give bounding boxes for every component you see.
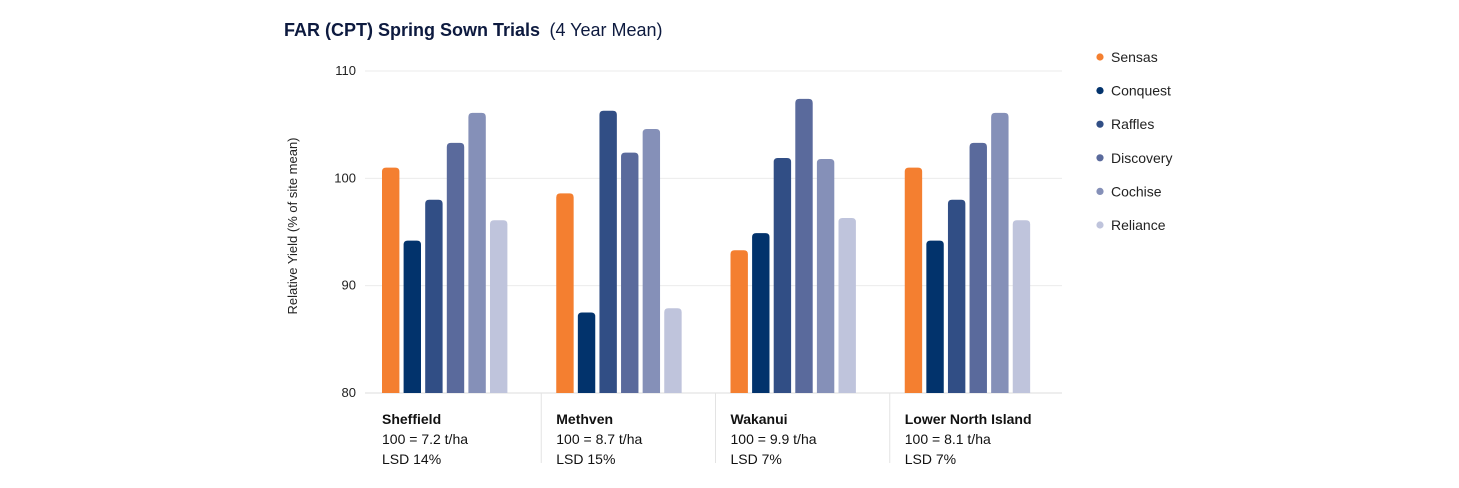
y-tick-label: 90 <box>342 278 356 293</box>
bar-discovery <box>621 152 639 393</box>
bar-reliance <box>664 308 682 393</box>
legend-dot-icon <box>1096 87 1104 95</box>
bar-conquest <box>926 240 944 393</box>
bar-discovery <box>795 98 813 393</box>
y-tick-label: 110 <box>335 63 356 78</box>
category-name: Wakanui <box>731 411 788 427</box>
bar-reliance <box>838 218 856 393</box>
legend: Sensas Conquest Raffles Discovery Cochise Rel… <box>1096 49 1172 233</box>
category-lsd: LSD 7% <box>731 451 782 467</box>
bar-group-sheffield <box>382 112 508 394</box>
y-axis-label: Relative Yield (% of site mean) <box>285 137 300 314</box>
legend-item: Conquest <box>1096 83 1171 99</box>
chart-title-main: FAR (CPT) Spring Sown Trials <box>284 20 540 40</box>
legend-dot-icon <box>1096 120 1104 128</box>
legend-label: Sensas <box>1111 49 1158 65</box>
y-axis-ticks: 80 90 100 110 <box>334 63 356 400</box>
chart-subtitle: (4 Year Mean) <box>549 20 662 40</box>
bar-sensas <box>730 250 748 393</box>
y-tick-label: 100 <box>334 170 356 185</box>
legend-dot-icon <box>1096 154 1104 162</box>
bar-sensas <box>556 193 574 393</box>
category-name: Lower North Island <box>905 411 1032 427</box>
bar-discovery <box>446 142 465 393</box>
legend-item: Sensas <box>1096 49 1158 65</box>
bar-discovery <box>969 142 987 393</box>
bar-conquest <box>403 240 421 393</box>
category-lsd: LSD 7% <box>905 451 956 467</box>
bar-raffles <box>599 110 617 394</box>
bar-reliance <box>1012 220 1031 393</box>
legend-item: Discovery <box>1096 150 1172 166</box>
bar-cochise <box>816 159 835 393</box>
legend-label: Reliance <box>1111 217 1166 233</box>
bar-cochise <box>642 128 661 393</box>
legend-item: Reliance <box>1096 217 1166 233</box>
category-lsd: LSD 15% <box>556 451 615 467</box>
category-base-yield: 100 = 7.2 t/ha <box>382 431 468 447</box>
bar-cochise <box>468 112 486 394</box>
legend-label: Discovery <box>1111 150 1172 166</box>
bar-conquest <box>752 233 770 393</box>
bar-raffles <box>773 157 792 393</box>
legend-dot-icon <box>1096 221 1104 229</box>
bar-group-wakanui <box>730 98 856 393</box>
legend-dot-icon <box>1096 53 1104 61</box>
legend-label: Raffles <box>1111 116 1154 132</box>
bar-sensas <box>382 167 400 393</box>
y-tick-label: 80 <box>342 385 356 400</box>
legend-item: Cochise <box>1096 183 1162 199</box>
bars <box>382 98 1031 394</box>
category-base-yield: 100 = 9.9 t/ha <box>731 431 817 447</box>
bar-raffles <box>947 199 966 393</box>
bar-conquest <box>577 312 596 393</box>
category-base-yield: 100 = 8.7 t/ha <box>556 431 642 447</box>
legend-item: Raffles <box>1096 116 1154 132</box>
category-name: Sheffield <box>382 411 441 427</box>
chart-title: FAR (CPT) Spring Sown Trials (4 Year Mea… <box>284 20 663 40</box>
bar-raffles <box>425 199 443 393</box>
bar-cochise <box>991 112 1009 394</box>
legend-dot-icon <box>1096 187 1104 195</box>
category-labels: Sheffield 100 = 7.2 t/ha LSD 14% Methven 100… <box>382 393 1032 467</box>
category-lsd: LSD 14% <box>382 451 441 467</box>
category-name: Methven <box>556 411 613 427</box>
bar-group-lower-north-island <box>904 112 1031 394</box>
category-base-yield: 100 = 8.1 t/ha <box>905 431 991 447</box>
bar-sensas <box>904 167 923 393</box>
bar-group-methven <box>556 110 682 394</box>
bar-reliance <box>490 220 508 393</box>
legend-label: Conquest <box>1111 83 1171 99</box>
legend-label: Cochise <box>1111 183 1162 199</box>
